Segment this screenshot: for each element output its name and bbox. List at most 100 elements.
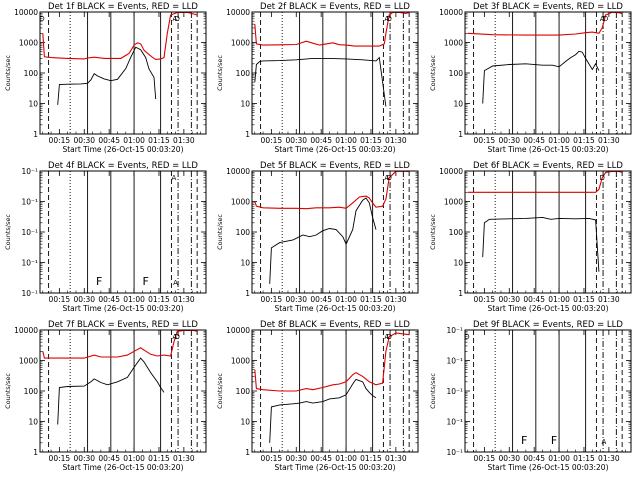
- x-axis-label: Start Time (26-Oct-15 00:03:20): [487, 304, 608, 313]
- x-tick-label: 00:15: [261, 295, 283, 304]
- y-axis-label: Counts/sec: [4, 214, 12, 250]
- x-tick-label: 00:15: [49, 454, 71, 463]
- x-tick-label: 01:30: [385, 295, 407, 304]
- x-tick-label: 00:30: [498, 295, 520, 304]
- x-tick-label: 01:15: [573, 295, 595, 304]
- panel-title: Det 1f BLACK = Events, RED = LLD: [48, 2, 198, 12]
- x-axis-label: Start Time (26-Oct-15 00:03:20): [62, 463, 183, 472]
- y-tick-label: 10000: [14, 8, 38, 17]
- event-flag-label: D: [387, 15, 392, 23]
- y-tick-label: 1000: [444, 39, 463, 48]
- panel-title: Det 8f BLACK = Events, RED = LLD: [260, 320, 410, 330]
- y-tick-label: 10000: [226, 326, 250, 335]
- detector-panel-5: Det 5f BLACK = Events, RED = LLD Counts/s…: [216, 161, 419, 313]
- event-flag-label: F: [96, 275, 102, 288]
- x-tick-label: 00:45: [523, 136, 545, 145]
- event-flag-label: D: [387, 174, 392, 182]
- x-tick-label: 00:45: [310, 136, 332, 145]
- y-tick-label: 1000: [231, 357, 250, 366]
- y-axis-label: Counts/sec: [4, 373, 12, 409]
- y-tick-label: 1000: [231, 39, 250, 48]
- x-tick-label: 01:30: [173, 454, 195, 463]
- x-tick-label: 01:30: [385, 454, 407, 463]
- y-tick-label: 10000: [226, 167, 250, 176]
- plot-frame: [39, 11, 207, 135]
- panel-title: Det 6f BLACK = Events, RED = LLD: [473, 161, 623, 171]
- x-axis-label: Start Time (26-Oct-15 00:03:20): [274, 463, 395, 472]
- x-tick-label: 01:15: [573, 454, 595, 463]
- x-tick-label: 00:15: [49, 136, 71, 145]
- y-tick-label: 10: [240, 418, 250, 427]
- x-tick-label: 01:30: [598, 295, 620, 304]
- y-tick-label: 1: [458, 130, 463, 139]
- y-tick-label: 100: [236, 228, 251, 237]
- event-flag-label: A: [601, 438, 606, 446]
- plot-frame: [251, 11, 419, 135]
- y-tick-label: 10⁻¹: [446, 357, 463, 366]
- x-tick-label: 01:15: [148, 295, 170, 304]
- x-tick-label: 01:00: [123, 136, 145, 145]
- detector-panel-6: Det 6f BLACK = Events, RED = LLD Counts/s…: [429, 161, 632, 313]
- panel-title: Det 2f BLACK = Events, RED = LLD: [260, 2, 410, 12]
- y-tick-label: 10000: [439, 167, 463, 176]
- x-tick-label: 00:30: [73, 295, 95, 304]
- x-axis-label: Start Time (26-Oct-15 00:03:20): [62, 145, 183, 154]
- x-tick-label: 01:15: [148, 136, 170, 145]
- plot-frame: [251, 329, 419, 453]
- x-tick-label: 00:15: [474, 454, 496, 463]
- marker-lines: [467, 171, 623, 293]
- detector-panel-1: Det 1f BLACK = Events, RED = LLD Counts/s…: [4, 2, 207, 154]
- y-tick-label: 10000: [226, 8, 250, 17]
- y-tick-label: 10: [240, 100, 250, 109]
- detector-panel-9: Det 9f BLACK = Events, RED = LLD Counts/s…: [429, 320, 632, 472]
- y-tick-label: 10⁻¹: [446, 448, 463, 457]
- plot-frame: [464, 329, 632, 453]
- lld-series-line: [254, 12, 410, 47]
- y-tick-label: 10: [453, 259, 463, 268]
- x-tick-label: 00:45: [310, 295, 332, 304]
- event-flag-label: A: [173, 279, 178, 287]
- y-tick-label: 10⁻¹: [21, 289, 38, 298]
- x-tick-label: 00:45: [98, 136, 120, 145]
- events-series-line: [269, 378, 377, 443]
- x-tick-label: 01:30: [385, 136, 407, 145]
- y-tick-label: 10000: [14, 326, 38, 335]
- x-tick-label: 00:15: [474, 295, 496, 304]
- plot-frame: [464, 11, 632, 135]
- x-tick-label: 00:30: [73, 136, 95, 145]
- y-tick-label: 10: [240, 259, 250, 268]
- x-tick-label: 01:15: [360, 295, 382, 304]
- plot-frame: [39, 170, 207, 294]
- x-tick-label: 01:00: [335, 454, 357, 463]
- y-tick-label: 1: [245, 130, 250, 139]
- y-tick-label: 1000: [19, 357, 38, 366]
- x-tick-label: 00:45: [523, 295, 545, 304]
- y-tick-label: 100: [236, 387, 251, 396]
- marker-lines: [467, 12, 623, 134]
- x-tick-label: 01:15: [360, 454, 382, 463]
- y-tick-label: 10⁻¹: [21, 167, 38, 176]
- y-tick-label: 1000: [231, 198, 250, 207]
- x-axis-label: Start Time (26-Oct-15 00:03:20): [487, 145, 608, 154]
- x-tick-label: 00:30: [498, 136, 520, 145]
- x-tick-label: 01:00: [548, 295, 570, 304]
- event-flag-label: A: [384, 174, 389, 182]
- y-tick-label: 1000: [444, 198, 463, 207]
- marker-lines: [254, 330, 410, 452]
- events-series-line: [254, 56, 387, 107]
- y-tick-label: 10⁻¹: [446, 326, 463, 335]
- y-tick-label: 10: [28, 418, 38, 427]
- x-tick-label: 01:00: [548, 136, 570, 145]
- x-tick-label: 01:15: [148, 454, 170, 463]
- x-tick-label: 01:30: [598, 136, 620, 145]
- y-tick-label: 1: [33, 448, 38, 457]
- marker-lines: [254, 171, 410, 293]
- detector-panel-4: Det 4f BLACK = Events, RED = LLD Counts/s…: [4, 161, 207, 313]
- plot-frame: [39, 329, 207, 453]
- event-flag-label: D: [464, 333, 469, 341]
- events-series-line: [269, 197, 377, 284]
- event-flag-label: D: [39, 15, 44, 23]
- event-flag-label: D: [175, 333, 180, 341]
- marker-lines: [473, 330, 623, 452]
- panel-title: Det 9f BLACK = Events, RED = LLD: [473, 320, 623, 330]
